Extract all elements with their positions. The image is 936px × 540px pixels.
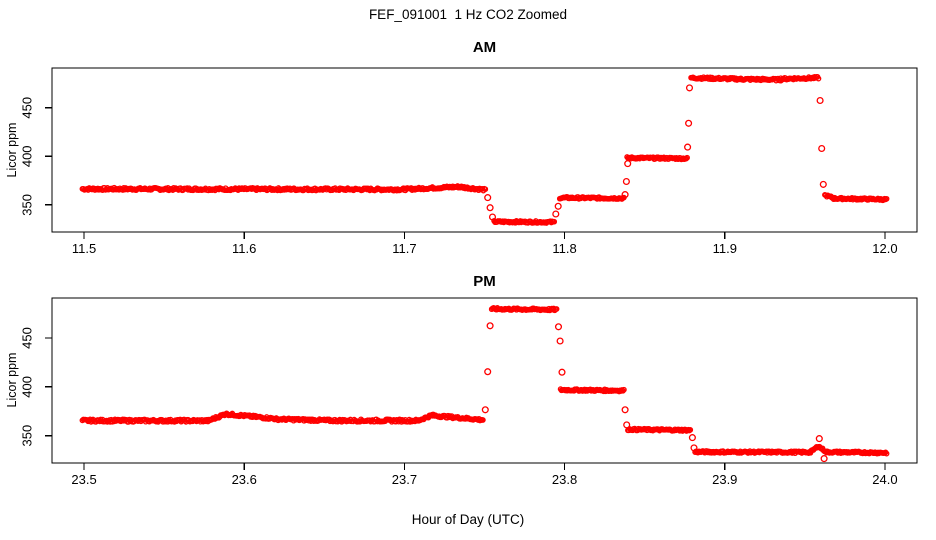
transition-data-point bbox=[685, 119, 693, 127]
transition-data-point bbox=[484, 368, 492, 376]
x-axis-label: Hour of Day (UTC) bbox=[411, 512, 525, 527]
data-points bbox=[79, 73, 890, 226]
plot-box bbox=[51, 67, 918, 233]
data-points bbox=[79, 305, 890, 463]
data-point bbox=[683, 155, 690, 162]
plot-box bbox=[51, 297, 918, 464]
x-tick-label: 11.9 bbox=[713, 241, 737, 256]
data-point bbox=[480, 417, 486, 423]
transition-data-point bbox=[486, 204, 494, 212]
transition-data-point bbox=[622, 177, 630, 186]
pm-panel-plot: 23.5 23.6 23.7 23.8 23.9 24.0 350 400 450 bbox=[20, 297, 918, 487]
transition-data-point bbox=[484, 194, 492, 202]
transition-data-point bbox=[623, 421, 631, 429]
data-point bbox=[551, 218, 558, 225]
x-tick-label: 11.8 bbox=[552, 241, 576, 256]
transition-data-point bbox=[481, 406, 489, 414]
transition-data-point bbox=[819, 180, 827, 188]
x-tick-label: 23.7 bbox=[392, 472, 417, 487]
transition-data-point bbox=[554, 323, 563, 331]
x-tick-label: 23.8 bbox=[552, 472, 577, 487]
data-point bbox=[553, 306, 560, 312]
x-tick-label: 11.7 bbox=[392, 241, 416, 256]
y-tick-label: 400 bbox=[20, 376, 35, 398]
transition-data-point bbox=[820, 455, 828, 463]
transition-data-point bbox=[815, 435, 823, 443]
transition-data-point bbox=[685, 84, 694, 92]
transition-data-point bbox=[818, 144, 826, 153]
am-panel-title: AM bbox=[472, 39, 497, 56]
transition-data-point bbox=[621, 191, 629, 199]
x-tick-label: 11.5 bbox=[72, 241, 96, 256]
transition-data-point bbox=[624, 160, 632, 168]
y-tick-label: 450 bbox=[20, 327, 35, 349]
am-panel-plot: 11.5 11.6 11.7 11.8 11.9 12.0 350 400 450 bbox=[20, 67, 918, 256]
data-point bbox=[883, 450, 890, 457]
transition-data-point bbox=[552, 210, 560, 218]
x-tick-label: 24.0 bbox=[872, 472, 897, 487]
data-point bbox=[482, 186, 489, 193]
x-tick-label: 23.6 bbox=[232, 472, 257, 487]
chart-main-title: FEF_091001 1 Hz CO2 Zoomed bbox=[368, 7, 568, 22]
transition-data-point bbox=[621, 406, 629, 414]
transition-data-point bbox=[816, 96, 824, 105]
data-point bbox=[684, 154, 690, 161]
data-point bbox=[883, 195, 890, 202]
data-point bbox=[620, 387, 626, 394]
transition-data-point bbox=[558, 368, 566, 376]
y-tick-label: 350 bbox=[20, 194, 35, 216]
x-tick-label: 12.0 bbox=[872, 241, 897, 256]
transition-data-point bbox=[488, 213, 497, 221]
transition-data-point bbox=[688, 434, 696, 442]
y-tick-label: 450 bbox=[20, 97, 35, 119]
x-tick-label: 23.5 bbox=[71, 472, 96, 487]
pm-panel-title: PM bbox=[473, 273, 496, 290]
transition-data-point bbox=[554, 202, 562, 210]
transition-data-point bbox=[684, 143, 692, 151]
y-tick-label: 350 bbox=[20, 425, 35, 447]
data-point bbox=[621, 386, 627, 393]
y-tick-label: 400 bbox=[20, 145, 35, 167]
transition-data-point bbox=[486, 322, 494, 330]
data-point bbox=[815, 75, 822, 82]
data-point bbox=[687, 427, 694, 433]
transition-data-point bbox=[690, 444, 698, 452]
x-tick-label: 23.9 bbox=[712, 472, 737, 487]
x-tick-label: 11.6 bbox=[232, 241, 256, 256]
transition-data-point bbox=[556, 337, 564, 345]
